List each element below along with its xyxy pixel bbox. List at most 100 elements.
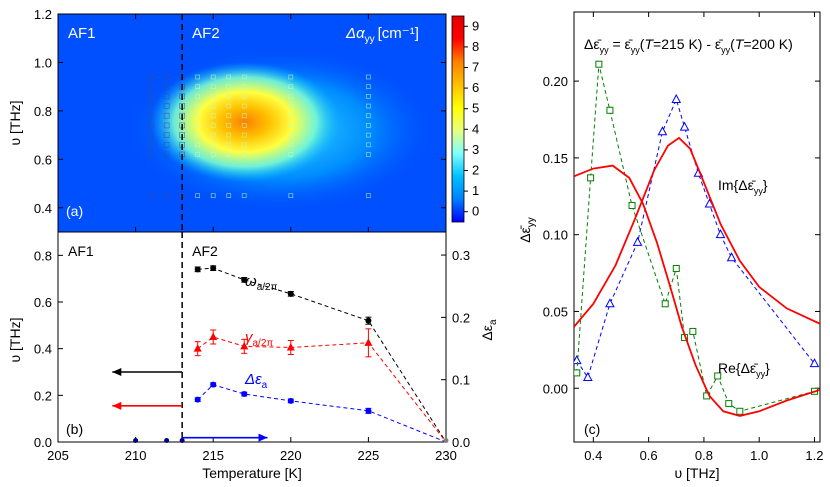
- heatmap-sample-marker: [210, 113, 216, 119]
- panel-c-title-part: T: [644, 36, 654, 52]
- heatmap-sample-marker: [288, 142, 294, 148]
- heatmap-sample-marker: [210, 103, 216, 109]
- heatmap-sample-marker: [366, 103, 371, 109]
- panel-c-title-part: (: [640, 36, 645, 52]
- colorbar-tick-label: 5: [472, 101, 479, 116]
- panel-b-x-tick-label: 220: [280, 448, 302, 463]
- data-point: [194, 396, 201, 403]
- heatmap-sample-marker: [366, 123, 371, 128]
- heatmap-sample-marker: [195, 123, 201, 128]
- heatmap-sample-marker: [366, 84, 371, 90]
- heatmap-sample-marker: [226, 142, 232, 148]
- heatmap-sample-marker: [226, 193, 232, 199]
- panel-c-title-part: =200 K): [743, 36, 792, 52]
- panel-c-title: Δε̄yy = ε̄yy(T=215 K) - ε̄yy(T=200 K): [584, 36, 793, 55]
- heatmap-sample-marker: [226, 84, 232, 90]
- panel-c-point: [657, 126, 668, 136]
- heatmap-sample-marker: [195, 94, 201, 99]
- panel-b-x-tick-label: 230: [435, 448, 457, 463]
- colorbar-title: Δαyy [cm⁻¹]: [345, 25, 419, 45]
- series-label-sub: a/2π: [253, 338, 274, 349]
- panel-b-y2-label: Δεa: [479, 319, 499, 341]
- panel-b-y2-tick-label: 0.0: [452, 435, 470, 450]
- heatmap-sample-marker: [163, 83, 170, 90]
- panel-c-label: (c): [584, 421, 600, 437]
- heatmap-sample-marker: [226, 74, 232, 80]
- panel-c-title-part: T: [735, 36, 745, 52]
- panel-c-x-tick-label: 0.8: [695, 448, 713, 463]
- heatmap-sample-marker: [288, 94, 294, 99]
- panel-c-point: [689, 327, 697, 335]
- heatmap-sample-marker: [241, 193, 247, 199]
- series-label-2: Δεa: [244, 371, 268, 391]
- heatmap-sample-marker: [148, 151, 154, 158]
- colorbar-tick-label: 8: [472, 39, 479, 54]
- panel-c-point: [628, 202, 636, 209]
- series-line-1: [197, 336, 447, 443]
- panel-c-line-0: [576, 98, 815, 379]
- heatmap-sample-marker: [210, 132, 216, 138]
- panel-c-y-tick-label: 0.05: [543, 304, 568, 319]
- panel-b-y-label: υ [THz]: [7, 318, 23, 363]
- heatmap-sample-marker: [195, 113, 201, 119]
- panel-c-point: [679, 121, 690, 131]
- data-point: [286, 343, 295, 351]
- heatmap-sample-marker: [163, 132, 170, 138]
- heatmap-sample-marker: [366, 142, 371, 148]
- panel-c-point: [725, 400, 733, 408]
- colorbar-tick-label: 6: [472, 80, 479, 95]
- heatmap-sample-marker: [148, 141, 154, 148]
- panel-b-axes: 205 210 215 220 225 2300.00.20.40.60.80.00.10…: [34, 14, 470, 463]
- heatmap-y-label: υ [THz]: [7, 101, 23, 146]
- series-label-name: ω: [245, 273, 257, 290]
- heatmap-sample-marker: [226, 113, 232, 119]
- heatmap-sample-marker: [163, 74, 170, 80]
- colorbar-ticks: 0 1 2 3 4 5 6 7 8 9: [464, 18, 479, 219]
- region-label-af2-b: AF2: [192, 243, 218, 259]
- zero-data-point: [179, 438, 185, 443]
- series-label-name: γ: [245, 329, 254, 346]
- colorbar-tick-label: 9: [472, 18, 479, 33]
- panel-c-title-part: (: [730, 36, 735, 52]
- panel-c-point: [726, 252, 737, 262]
- region-label-af2-a: AF2: [192, 25, 220, 42]
- heatmap-sample-marker: [148, 74, 154, 80]
- heatmap-sample-marker: [163, 151, 170, 158]
- panel-c-series: [574, 60, 820, 417]
- colorbar-tick-label: 7: [472, 60, 479, 75]
- heatmap-sample-marker: [366, 152, 371, 157]
- colorbar-tick-label: 1: [472, 183, 479, 198]
- series-line-0: [197, 267, 447, 443]
- panel-c-title-part: Δε̄: [584, 36, 602, 52]
- legend-re: Re{Δε̄yy}: [718, 360, 770, 379]
- series-label-0: ωa/2π: [245, 273, 278, 293]
- panel-c-line-2: [574, 136, 820, 328]
- data-point: [209, 332, 218, 340]
- heatmap-sample-marker: [241, 123, 247, 128]
- heatmap-panel: 0.4 0.6 0.8 1.0 1.2 υ [THz] AF1 AF2 (a) Δαyy…: [7, 7, 447, 233]
- line-panel-c: 0.4 0.6 0.8 1.0 1.20.000.050.100.150.20 Δε̄y…: [517, 11, 824, 481]
- heatmap-sample-marker: [210, 152, 216, 157]
- heatmap-sample-marker: [195, 84, 201, 90]
- panel-b-y2-tick-label: 0.2: [452, 310, 470, 325]
- data-point: [365, 317, 372, 324]
- panel-b-y-tick-label: 0.4: [34, 342, 52, 357]
- panel-c-point: [605, 298, 615, 308]
- heatmap-sample-marker: [366, 113, 371, 119]
- panel-c-title-part: =215 K) - ε̄: [653, 36, 723, 52]
- heatmap-sample-marker: [288, 103, 294, 109]
- heatmap-sample-marker: [163, 103, 170, 109]
- panel-c-point: [715, 229, 726, 239]
- panel-c-title-part: yy: [600, 45, 610, 55]
- panel-c-point: [582, 371, 593, 381]
- heatmap-sample-marker: [210, 74, 216, 80]
- data-point: [210, 381, 217, 388]
- heatmap-sample-marker: [288, 113, 294, 119]
- data-point: [365, 407, 372, 414]
- line-panel-b: 205 210 215 220 225 2300.00.20.40.60.80.00.10…: [7, 14, 499, 481]
- data-point: [241, 391, 248, 398]
- panel-c-point: [714, 372, 722, 380]
- panel-c-x-tick-label: 1.0: [750, 448, 768, 463]
- series-label-sub: a/2π: [257, 282, 278, 293]
- panel-b-x-tick-label: 225: [358, 448, 380, 463]
